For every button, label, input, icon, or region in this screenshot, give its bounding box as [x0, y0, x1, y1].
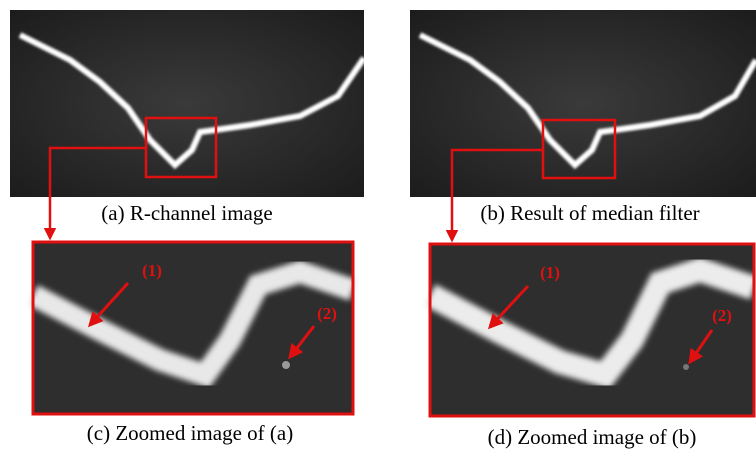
label: (1) — [142, 261, 162, 280]
label: (1) — [540, 263, 560, 282]
image-d — [430, 244, 754, 416]
image-c — [33, 242, 353, 414]
label: (2) — [712, 306, 732, 325]
caption: (c) Zoomed image of (a) — [87, 421, 293, 445]
caption: (b) Result of median filter — [480, 201, 699, 225]
figure: (a) R-channel image (b) Result of median… — [0, 0, 756, 449]
caption: (d) Zoomed image of (b) — [488, 425, 697, 449]
caption: (a) R-channel image — [101, 201, 272, 225]
label: (2) — [317, 304, 337, 323]
